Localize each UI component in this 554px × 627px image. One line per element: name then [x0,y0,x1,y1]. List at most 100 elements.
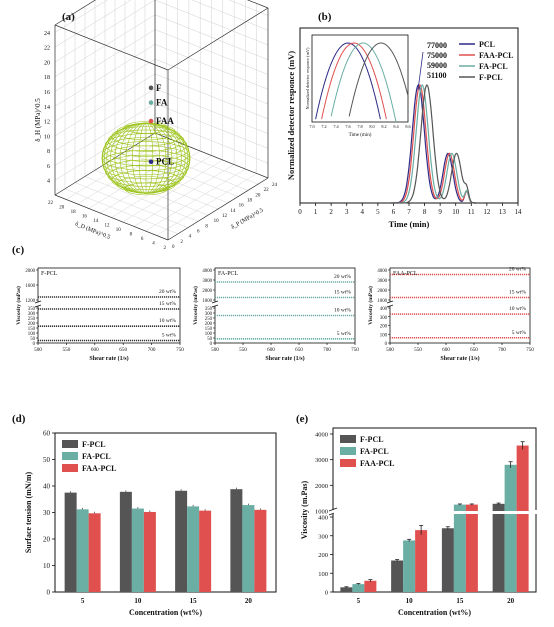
y-tick-label: 200 [205,322,213,327]
y-tick-label: 50 [30,337,35,342]
x-tick-label: 750 [176,347,184,353]
right-floor-tick: 12 [222,214,228,219]
right-floor-tick: 20 [255,193,260,198]
x-tick-label: 11 [468,208,475,216]
legend-label: FAA-PCL [360,459,395,468]
axis-break-mark [34,300,42,304]
bar-fa-pcl [403,540,416,592]
bar-f-pcl [230,489,243,592]
x-tick-label: 3 [345,208,349,216]
y-tick-label: 150 [28,327,36,332]
panel-c3: 500 550 600 650 700 750 Shear rate (1/s) Viscos… [367,267,534,363]
x-tick-label: 650 [470,347,478,353]
bar-faa-pcl [143,511,156,592]
y-tick-label: 200 [28,322,36,327]
inset-curve-faa-pcl [321,42,387,120]
peak-arrow [417,51,424,91]
y-axis-label: Surface tension (mN/m) [24,472,33,554]
legend-label: F-PCL [82,440,106,449]
x-tick-label: 550 [414,347,422,353]
legend-label: FAA-PCL [82,464,117,473]
sphere-parallel [116,123,176,141]
sphere-parallel [102,141,190,167]
left-floor-tick: 12 [105,224,111,229]
inset-curve-fa-pcl [330,42,397,123]
x-axis-label: Shear rate (1/s) [440,355,479,362]
axis-break-mark [211,304,219,308]
legend-label: F-PCL [360,435,384,444]
series-label: 5 wt% [162,333,177,339]
box-edge [246,0,269,9]
inset-x-tick: 7.4 [333,124,339,129]
sphere-parallel [116,176,176,193]
y-axis-label: Viscosity (mPas) [15,286,22,325]
sphere-parallel [103,137,189,162]
inset-x-tick: 7.2 [321,124,326,129]
x-tick-label: 15 [190,597,198,605]
x-tick-label: 750 [526,347,534,353]
peak-annotation: 77000 [427,41,447,50]
y-axis-label: Viscosity (mPas) [367,286,374,325]
inset-x-tick: 8.0 [369,124,374,129]
x-tick-label: 0 [298,208,302,216]
y-tick-label: 1000 [315,509,328,516]
y-tick-label: 40 [43,483,51,491]
axis-break-mark [211,300,219,304]
x-tick-label: 700 [323,347,331,353]
x-tick-label: 750 [351,347,359,353]
right-floor-tick: 22 [264,188,270,193]
right-floor-tick: 8 [205,224,208,229]
z-tick-label: 20 [44,60,50,66]
x-axis-label: Shear rate (1/s) [265,355,304,362]
right-floor-tick: 2 [180,240,183,245]
bar-f-pcl [175,490,188,592]
x-tick-label: 6 [392,208,396,216]
left-floor-tick: 22 [48,201,54,206]
y-tick-label: 0 [33,342,36,347]
inset-x-tick: 7.6 [345,124,351,129]
bar-fa-pcl [131,508,144,592]
series-label: 15 wt% [334,290,351,296]
point-label-f: F [156,83,162,93]
subplot-title: FAA-PCL [393,271,418,277]
panel-label-b: (b) [318,11,332,23]
x-tick-label: 10 [406,597,414,605]
y-tick-label: 4000 [202,269,212,274]
peak-annotation: 51100 [427,71,447,80]
legend-label: PCL [479,40,495,49]
right-floor-tick: 24 [272,183,278,188]
x-tick-label: 700 [498,347,506,353]
point-fa [148,100,154,105]
legend-label: F-PCL [479,73,503,82]
right-floor-tick: 14 [230,209,236,214]
bar-f-pcl [391,560,404,592]
inset-x-tick: 8.6 [405,124,411,129]
box-edge [167,7,269,71]
left-floor-tick: 18 [71,210,77,215]
x-tick-label: 600 [267,347,275,353]
y-tick-label: 350 [28,307,36,312]
inset-frame [311,34,409,123]
z-tick-label: 18 [44,75,50,81]
y-tick-label: 300 [28,312,36,317]
x-tick-label: 550 [239,347,247,353]
x-tick-label: 600 [442,347,450,353]
inset-x-tick: 8.2 [381,124,386,129]
series-label: 15 wt% [159,301,176,307]
panel-c1: 500 550 600 650 700 750 Shear rate (1/s) Viscos… [15,267,184,362]
x-tick-label: 1 [314,208,318,216]
y-tick-label: 30 [43,509,51,517]
legend-swatch [62,440,78,448]
y-tick-label: 1000 [377,299,387,304]
panel-label-a: (a) [62,11,75,23]
left-floor-tick: 6 [141,237,144,242]
x-tick-label: 15 [456,597,464,605]
floor-grid [134,145,249,191]
y-tick-label: 2000 [377,289,387,294]
right-floor-tick: 6 [197,230,200,235]
sphere-parallel [111,170,181,191]
y-axis-label: Viscosity (m.Pas) [300,480,309,539]
series-label: 5 wt% [512,330,527,336]
peak-annotation: 59000 [427,61,447,70]
y-tick-label: 2000 [202,289,212,294]
